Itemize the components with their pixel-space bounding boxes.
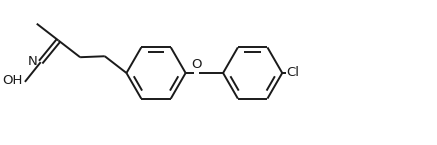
Text: OH: OH [3, 74, 23, 87]
Text: N: N [28, 55, 38, 68]
Text: O: O [191, 58, 202, 71]
Text: Cl: Cl [286, 66, 299, 78]
